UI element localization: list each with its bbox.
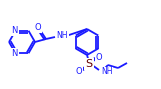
Text: S: S [85,59,93,69]
Text: N: N [11,26,18,35]
Text: O: O [35,23,41,32]
Text: O: O [96,53,102,61]
Text: N: N [11,49,18,58]
Text: NH: NH [101,67,113,77]
Text: NH: NH [57,31,68,40]
Text: O: O [76,66,82,75]
